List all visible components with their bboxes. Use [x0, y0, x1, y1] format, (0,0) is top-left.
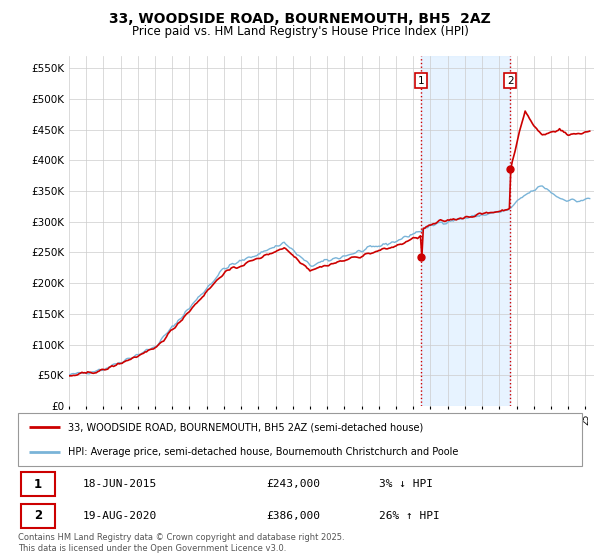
Text: 2: 2 — [34, 509, 42, 522]
Text: Price paid vs. HM Land Registry's House Price Index (HPI): Price paid vs. HM Land Registry's House … — [131, 25, 469, 38]
Text: £243,000: £243,000 — [266, 479, 320, 489]
Text: £386,000: £386,000 — [266, 511, 320, 521]
Text: 33, WOODSIDE ROAD, BOURNEMOUTH, BH5  2AZ: 33, WOODSIDE ROAD, BOURNEMOUTH, BH5 2AZ — [109, 12, 491, 26]
Text: 26% ↑ HPI: 26% ↑ HPI — [379, 511, 440, 521]
Text: 1: 1 — [418, 76, 424, 86]
Text: HPI: Average price, semi-detached house, Bournemouth Christchurch and Poole: HPI: Average price, semi-detached house,… — [68, 446, 458, 456]
Text: Contains HM Land Registry data © Crown copyright and database right 2025.
This d: Contains HM Land Registry data © Crown c… — [18, 533, 344, 553]
Text: 33, WOODSIDE ROAD, BOURNEMOUTH, BH5 2AZ (semi-detached house): 33, WOODSIDE ROAD, BOURNEMOUTH, BH5 2AZ … — [68, 422, 423, 432]
FancyBboxPatch shape — [18, 413, 582, 466]
Text: 2: 2 — [507, 76, 514, 86]
Text: 1: 1 — [34, 478, 42, 491]
Text: 18-JUN-2015: 18-JUN-2015 — [83, 479, 157, 489]
Text: 19-AUG-2020: 19-AUG-2020 — [83, 511, 157, 521]
Text: 3% ↓ HPI: 3% ↓ HPI — [379, 479, 433, 489]
Bar — [421, 56, 510, 406]
FancyBboxPatch shape — [21, 472, 55, 497]
FancyBboxPatch shape — [21, 503, 55, 528]
